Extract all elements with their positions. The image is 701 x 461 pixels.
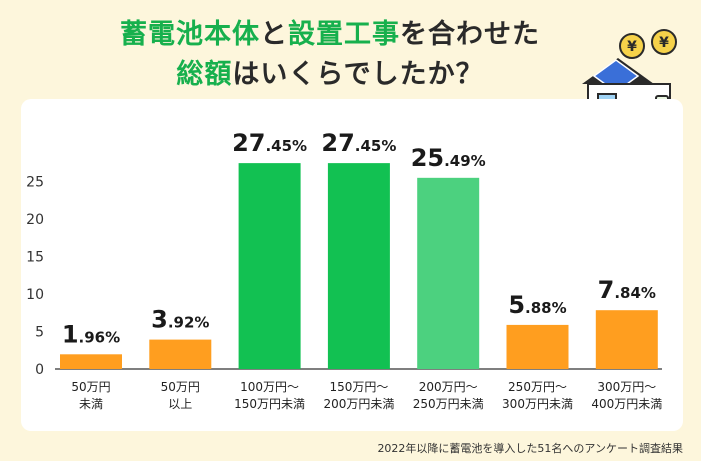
- x-tick-label: 100万円～ 150万円未満: [234, 380, 305, 411]
- yen-coin-icon: [619, 33, 645, 59]
- data-label: 5.88%: [508, 291, 566, 319]
- x-tick-label: 300万円～ 400万円未満: [591, 380, 662, 411]
- x-tick-label: 50万円未満: [71, 380, 110, 411]
- data-label: 7.84%: [598, 276, 656, 304]
- yen-coin-icon: [651, 29, 677, 55]
- data-label: 27.45%: [321, 129, 396, 157]
- bar: [595, 310, 658, 369]
- chart-title-line2: 総額はいくらでしたか？: [176, 59, 484, 90]
- y-tick-label: 15: [26, 250, 44, 266]
- y-tick-label: 25: [26, 175, 44, 191]
- source-note: 2022年以降に蓄電池を導入した51名へのアンケート調査結果: [377, 442, 683, 455]
- y-tick-label: 10: [26, 287, 44, 303]
- data-label: 25.49%: [411, 144, 486, 172]
- chart-title-line1: 蓄電池本体と設置工事を合わせた: [120, 19, 540, 50]
- bar: [60, 354, 122, 369]
- x-tick-label: 250万円～ 300万円未満: [502, 380, 573, 411]
- svg-text:¥: ¥: [659, 35, 669, 51]
- data-label: 1.96%: [62, 320, 120, 348]
- x-tick-label: 200万円～ 250万円未満: [413, 380, 484, 411]
- bar: [417, 177, 480, 369]
- data-label: 27.45%: [232, 129, 307, 157]
- y-tick-label: 20: [26, 212, 44, 228]
- y-tick-label: 5: [35, 325, 44, 341]
- bar: [238, 163, 301, 369]
- x-tick-label: 50万円以上: [161, 380, 200, 411]
- svg-text:¥: ¥: [627, 39, 637, 55]
- bar: [327, 163, 390, 369]
- bar: [506, 324, 569, 369]
- data-label: 3.92%: [151, 306, 209, 334]
- y-tick-label: 0: [35, 362, 44, 378]
- bar: [149, 339, 212, 369]
- x-tick-label: 150万円～ 200万円未満: [323, 380, 394, 411]
